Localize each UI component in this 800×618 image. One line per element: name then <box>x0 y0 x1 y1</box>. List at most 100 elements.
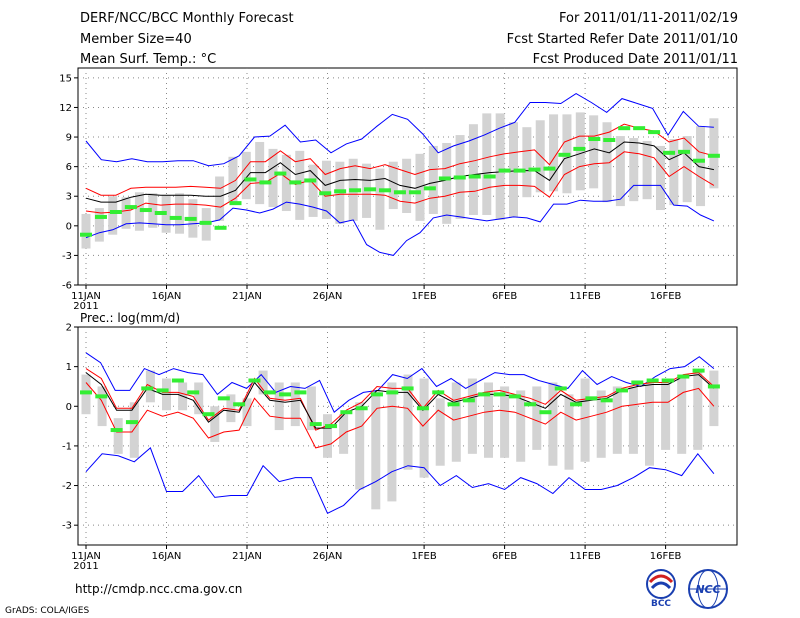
p1-observed-mark <box>528 167 541 172</box>
p1-range-box <box>602 122 612 203</box>
p2-range-box <box>306 386 316 431</box>
p2-observed-mark <box>493 392 506 397</box>
source-url[interactable]: http://cmdp.ncc.cma.gov.cn <box>75 582 243 596</box>
p2-observed-mark <box>661 378 674 383</box>
p2-y-tick-label: -3 <box>62 521 72 532</box>
p1-y-tick-label: -3 <box>62 251 72 262</box>
p1-y-tick-label: 12 <box>59 103 72 114</box>
p1-range-box <box>696 126 706 207</box>
p2-observed-mark <box>508 394 521 399</box>
p2-range-box <box>387 382 397 502</box>
p1-range-box <box>589 115 599 189</box>
p1-range-box <box>615 136 625 207</box>
p2-y-tick-label: -2 <box>62 481 72 492</box>
p1-observed-mark <box>573 146 586 151</box>
p2-range-box <box>242 398 252 427</box>
p1-observed-mark <box>229 201 242 206</box>
p1-observed-mark <box>364 187 377 192</box>
p1-observed-mark <box>94 214 107 219</box>
p2-range-box <box>290 382 300 427</box>
precipitation-panel: -3 -2 -1 0 1 2 11JAN 16JAN 21JAN 26JAN 1FEB 6FEB 11F… <box>62 323 738 572</box>
p1-observed-mark <box>648 130 661 135</box>
p1-observed-mark <box>184 216 197 221</box>
p2-observed-mark <box>524 402 537 407</box>
p1-range-box <box>375 168 385 230</box>
p2-observed-mark <box>707 384 720 389</box>
p1-range-box <box>388 161 398 210</box>
p1-observed-mark <box>423 186 436 191</box>
p1-observed-mark <box>349 188 362 193</box>
forecast-period: For 2011/01/11-2011/02/19 <box>559 11 738 26</box>
p2-observed-mark <box>279 392 292 397</box>
p2-observed-mark <box>187 390 200 395</box>
p1-observed-mark <box>468 174 481 179</box>
p2-range-box <box>467 378 477 454</box>
p1-range-box <box>108 196 118 235</box>
p1-observed-mark <box>304 178 317 183</box>
p1-range-box <box>121 197 131 229</box>
p2-range-box <box>580 378 590 462</box>
p2-range-box <box>709 370 719 427</box>
p2-observed-mark <box>416 406 429 411</box>
p2-range-box <box>210 406 220 442</box>
p1-observed-mark <box>618 126 631 131</box>
p2-range-box <box>645 382 654 466</box>
p1-x-tick-label: 11FEB <box>569 291 601 302</box>
p2-range-box <box>516 390 526 462</box>
p1-year-label: 2011 <box>73 301 98 312</box>
p2-observed-mark <box>692 368 705 373</box>
p1-range-box <box>709 118 719 189</box>
forecast-start-date: Fcst Started Refer Date 2011/01/10 <box>506 31 738 47</box>
p2-series-upper <box>85 368 715 431</box>
p2-observed-mark <box>462 398 475 403</box>
p1-x-tick-label: 1FEB <box>411 291 436 302</box>
p1-observed-mark <box>633 126 646 131</box>
p1-range-box <box>669 139 679 206</box>
p2-y-tick-label: 1 <box>66 362 72 373</box>
p1-observed-mark <box>80 232 92 237</box>
p1-range-box <box>148 193 158 228</box>
p2-range-box <box>258 370 268 395</box>
p2-x-tick-label: 11JAN <box>71 551 101 562</box>
p1-observed-mark <box>244 177 257 182</box>
header-right: For 2011/01/11-2011/02/19 Fcst Started R… <box>507 9 738 71</box>
p1-observed-mark <box>289 180 302 185</box>
ncc-logo-text: NCC <box>695 583 720 596</box>
p1-range-box <box>655 145 665 211</box>
p2-observed-mark <box>217 396 230 401</box>
p2-observed-mark <box>631 380 644 385</box>
p2-plot-frame <box>77 326 738 546</box>
p1-y-tick-label: 6 <box>66 162 72 173</box>
p1-range-box <box>175 193 185 234</box>
p1-range-box <box>442 142 452 224</box>
header-left: DERF/NCC/BCC Monthly Forecast Member Siz… <box>80 9 294 71</box>
p2-range-box <box>226 394 236 423</box>
p2-x-tick-label: 21JAN <box>232 551 262 562</box>
p1-range-box <box>629 138 639 202</box>
p2-range-box <box>403 374 413 470</box>
p2-y-tick-label: 2 <box>66 323 72 334</box>
p2-x-tick-label: 16FEB <box>650 551 682 562</box>
bcc-logo-arc-blue <box>650 581 672 590</box>
p2-observed-mark <box>233 402 246 407</box>
p1-observed-mark <box>109 210 122 215</box>
p1-observed-mark <box>199 220 212 225</box>
p1-y-tick-label: -6 <box>62 281 72 292</box>
p1-range-box <box>575 112 585 191</box>
p2-observed-mark <box>80 390 92 395</box>
p2-range-box <box>628 386 638 454</box>
p2-range-box <box>355 402 365 490</box>
p2-range-box <box>661 378 671 450</box>
p2-observed-mark <box>202 412 215 417</box>
p1-x-tick-label: 6FEB <box>492 291 517 302</box>
p1-observed-mark <box>393 190 406 195</box>
p2-observed-mark <box>677 374 690 379</box>
p1-range-box <box>134 192 144 231</box>
p1-range-box <box>535 120 545 193</box>
p2-observed-mark <box>248 378 261 383</box>
p2-range-box <box>129 402 139 458</box>
p2-range-box <box>532 386 542 450</box>
p1-observed-mark <box>214 225 227 230</box>
p1-observed-mark <box>169 215 182 220</box>
